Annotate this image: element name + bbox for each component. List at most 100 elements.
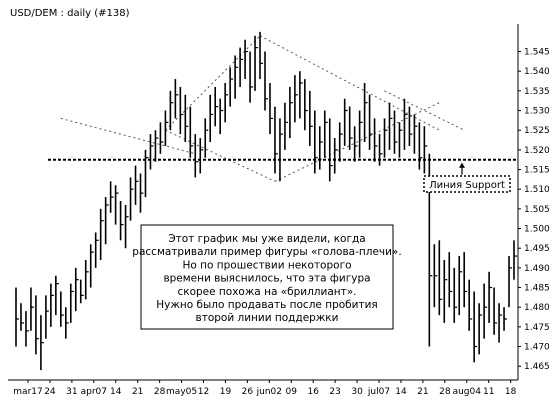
x-tick-label: jul07 [367,387,390,397]
x-axis: mar17 24 31 apr07 14 21 28 may05 12 19 26 jun02 09 16… [8,379,518,397]
annotation-line: времени выяснилось, что эта фигура [163,273,370,285]
price-bar [45,295,49,339]
price-bar [313,110,318,174]
x-tick-label: 09 [286,387,298,397]
price-bar [229,67,234,107]
y-axis: 1.545 1.540 1.535 1.530 1.525 1.520 1.515 1.510… [517,24,550,380]
price-bar [179,86,184,135]
y-tick-label: 1.490 [524,264,550,274]
price-bar [184,94,189,142]
price-bar [264,51,268,111]
shoulder-line-right [384,90,465,131]
price-bar [294,75,298,123]
x-tick-label: aug04 [453,387,482,397]
y-tick-label: 1.515 [524,166,550,176]
x-tick-label: may05 [166,387,197,397]
x-tick-label: 28 [439,387,451,397]
price-bar [79,279,84,304]
price-bar [304,79,308,131]
x-tick-label: 30 [351,387,363,397]
price-bar [209,94,214,142]
price-bar [508,256,513,308]
x-tick-label: 28 [154,387,166,397]
y-tick-label: 1.495 [524,244,550,254]
price-bar [35,295,39,355]
x-tick-label: apr07 [81,387,107,397]
price-bar [368,94,373,150]
price-bar [114,185,119,225]
x-tick-label: 23 [329,387,340,397]
price-bar [40,315,44,371]
price-bar [393,110,398,154]
price-bar [488,271,493,323]
y-tick-label: 1.540 [524,67,550,77]
x-tick-label: mar17 [13,387,42,397]
x-tick-label: jun02 [256,387,282,397]
x-tick-label: 21 [417,387,428,397]
price-bar [129,177,134,221]
price-bar [169,90,174,131]
price-bar [463,252,468,308]
shoulder-line-left [60,117,196,155]
price-bar [269,83,273,135]
y-tick-label: 1.475 [524,323,550,333]
price-bar [74,267,79,312]
price-bar [119,201,124,241]
chart-title: USD/DEM : daily (#138) [10,8,130,19]
price-bar [124,204,129,249]
price-bar [25,311,29,347]
price-bar [149,134,154,170]
price-bar [204,118,209,158]
x-tick-label: 11 [483,387,494,397]
price-bar [328,118,333,182]
y-tick-label: 1.535 [524,87,550,97]
price-bar [199,138,204,174]
diamond-lower-right [274,102,440,182]
y-tick-label: 1.465 [524,362,550,372]
diamond-upper-right [259,35,440,131]
x-tick-label: 14 [395,387,407,397]
price-bar [333,138,338,174]
price-bar [15,287,19,347]
price-bar [84,260,89,300]
y-tick-label: 1.500 [524,225,550,235]
price-bar [388,102,393,150]
price-bar [503,307,508,331]
price-bar [289,86,293,139]
price-bar [338,122,343,162]
x-tick-label: 18 [505,387,517,397]
price-bar [348,106,353,150]
price-bar [363,83,368,142]
price-bar [144,149,149,198]
price-bar [448,252,453,308]
x-tick-label: 21 [132,387,143,397]
price-bar [65,307,69,339]
support-line-group: Линия Support [48,158,518,193]
x-tick-label: 14 [110,387,122,397]
y-tick-label: 1.485 [524,284,550,294]
diamond-upper-left [165,35,261,131]
price-bar [318,126,323,170]
price-bar [50,283,54,327]
support-label: Линия Support [429,180,505,191]
price-bar [478,303,483,355]
x-tick-label: 24 [44,387,56,397]
price-bar [159,122,164,154]
price-bar [453,267,458,323]
price-bar [20,303,24,331]
x-tick-label: 19 [220,387,232,397]
price-bar [378,134,383,166]
price-bar [174,79,179,119]
price-bar [69,283,74,323]
price-bar [109,181,114,213]
price-bar [139,173,144,213]
price-bar [234,55,239,99]
price-bar [189,106,194,158]
y-tick-label: 1.470 [524,343,550,353]
price-bar [498,303,503,343]
price-bar [458,256,463,316]
annotation-line: Этот график мы уже видели, когда [168,233,365,245]
price-bar [468,279,473,331]
